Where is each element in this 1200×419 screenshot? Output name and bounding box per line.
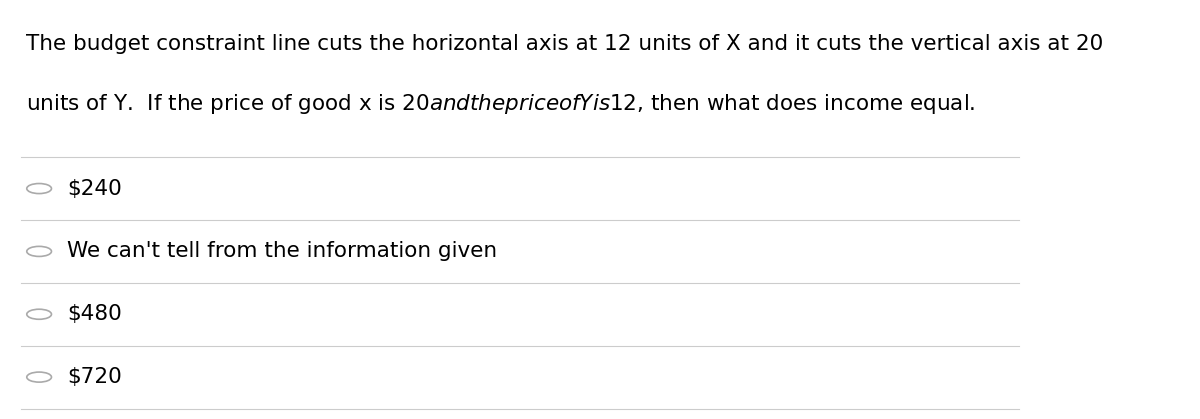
Text: We can't tell from the information given: We can't tell from the information given	[67, 241, 497, 261]
Text: units of Y.  If the price of good x is $20 and the price of Y is $12, then what : units of Y. If the price of good x is $2…	[25, 92, 976, 116]
Text: $240: $240	[67, 178, 121, 199]
Text: $480: $480	[67, 304, 121, 324]
Text: $720: $720	[67, 367, 121, 387]
Text: The budget constraint line cuts the horizontal axis at 12 units of X and it cuts: The budget constraint line cuts the hori…	[25, 34, 1103, 54]
